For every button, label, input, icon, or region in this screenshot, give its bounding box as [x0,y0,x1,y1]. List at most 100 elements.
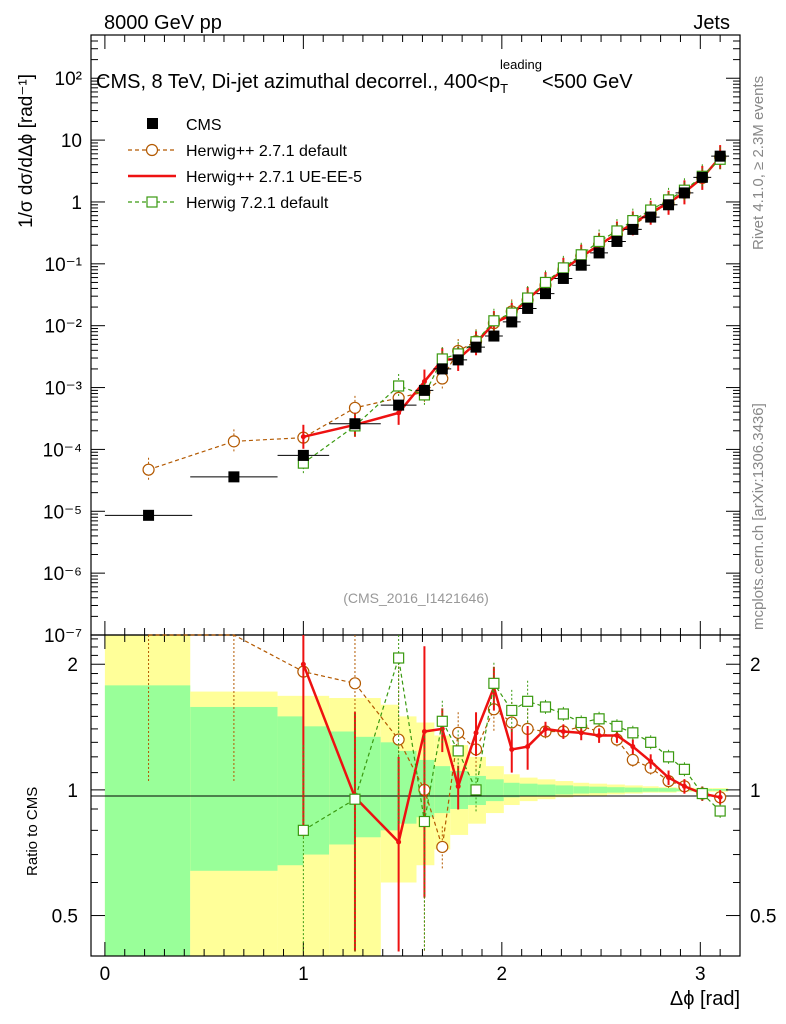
plot-title: CMS, 8 TeV, Di-jet azimuthal decorrel., … [96,57,633,96]
ratio-marker-ueee5 [300,661,306,667]
cms-point [452,354,464,366]
ratio-marker-h721 [645,736,657,748]
cms-point [436,363,448,375]
ratio-marker-ueee5 [421,729,427,735]
uncertainty-bands [104,635,729,956]
y-tick-label: 10⁻¹ [45,255,83,276]
data-series [104,145,730,521]
ratio-marker-ueee5 [542,726,548,732]
ratio-marker-ueee5 [525,744,531,750]
marker-ueee5 [421,379,427,385]
y-tick-label: 10⁻² [45,317,83,338]
ratio-marker-h721 [593,713,605,725]
band-green [104,685,191,956]
ratio-marker-h721 [393,652,405,664]
cms-point [678,187,690,199]
band-green [434,766,451,814]
ratio-marker-h271 [348,677,362,690]
ratio-marker-h271 [452,726,465,739]
marker-h721 [575,249,587,261]
marker-h721 [557,262,569,274]
y-tick-label: 10⁻⁷ [44,626,82,647]
legend-marker-cms [147,118,158,129]
ratio-marker-ueee5 [578,730,584,736]
cms-point [393,399,405,411]
y-tick-label: 10⁻⁴ [43,440,82,461]
ratio-marker-h721 [539,701,552,713]
band-green [607,787,625,793]
legend-label-cms: CMS [186,117,222,134]
series-line-ueee5 [303,156,722,439]
marker-h721 [593,235,605,248]
ratio-marker-ueee5 [473,730,479,736]
cms-point [506,316,518,328]
ratio-marker-ueee5 [596,732,602,738]
band-green [658,788,677,792]
band-green [398,750,417,824]
x-tick-label: 3 [695,964,706,985]
cms-point [522,302,534,314]
ratio-tick-label-right: 1 [750,781,761,802]
band-green [555,785,574,795]
ratio-marker-h721 [297,824,309,836]
band-green [519,783,538,797]
x-tick-label: 0 [100,964,111,985]
ratio-marker-ueee5 [630,744,636,750]
band-green [642,788,659,792]
marker-h271 [348,401,362,414]
cms-point [645,211,657,223]
cms-point [418,384,430,396]
ratio-marker-ueee5 [509,746,515,752]
y-axis-label: 1/σ dσ/dΔϕ [rad⁻¹] [16,74,37,228]
ratio-tick-label-right: 2 [750,655,761,676]
band-green [503,782,520,798]
ratio-marker-ueee5 [455,783,461,789]
ratio-marker-h721 [436,715,448,727]
legend-label-ueee5: Herwig++ 2.7.1 UE-EE-5 [186,169,362,186]
beam-label: 8000 GeV pp [104,12,222,34]
ratio-marker-h271 [436,840,449,854]
ratio-marker-h721 [506,704,518,717]
cms-point [593,247,605,259]
band-green [712,788,729,791]
axis-ticks: 0 1 2 3 10⁻⁷ 10⁻⁶ 10⁻⁵ 10⁻⁴ 10⁻³ 10⁻² 10⁻¹ 1 10 10² 0.… [43,34,776,985]
band-green [277,716,304,866]
legend-label-h271: Herwig++ 2.7.1 default [186,143,348,160]
ratio-axis-label: Ratio to CMS [24,787,41,876]
series-line-h721 [303,158,721,464]
ratio-marker-h721 [418,815,431,828]
cms-point [611,235,623,247]
ratio-marker-h721 [696,787,708,800]
marker-h271 [227,435,240,448]
marker-h271 [142,463,155,476]
legend-marker-h721 [146,196,158,208]
band-green [537,784,556,796]
ratio-marker-ueee5 [396,839,402,845]
marker-h721 [611,225,623,237]
ratio-tick-label-left: 0.5 [52,907,78,928]
cms-point [349,418,361,430]
ratio-marker-ueee5 [560,729,566,735]
ratio-tick-label-right: 0.5 [750,907,776,928]
cms-point [557,272,569,284]
ratio-marker-h721 [611,720,623,732]
marker-h271 [436,372,449,385]
cms-point [488,330,500,342]
ratio-marker-h721 [557,708,569,720]
x-tick-label: 1 [298,964,309,985]
analysis-tag: (CMS_2016_I1421646) [343,590,489,606]
band-green [190,706,278,871]
mcplots-label: mcplots.cern.ch [arXiv:1306.3436] [750,403,767,630]
band-green [485,779,504,802]
cms-point [663,199,675,211]
marker-h721 [488,315,500,327]
ratio-marker-h721 [627,727,639,739]
x-axis-label: Δϕ [rad] [670,988,740,1010]
ratio-marker-ueee5 [666,775,672,781]
cms-point [575,259,587,271]
cms-point [714,150,726,162]
ratio-marker-h721 [470,784,482,796]
x-tick-label: 2 [497,964,508,985]
band-green [573,786,590,794]
